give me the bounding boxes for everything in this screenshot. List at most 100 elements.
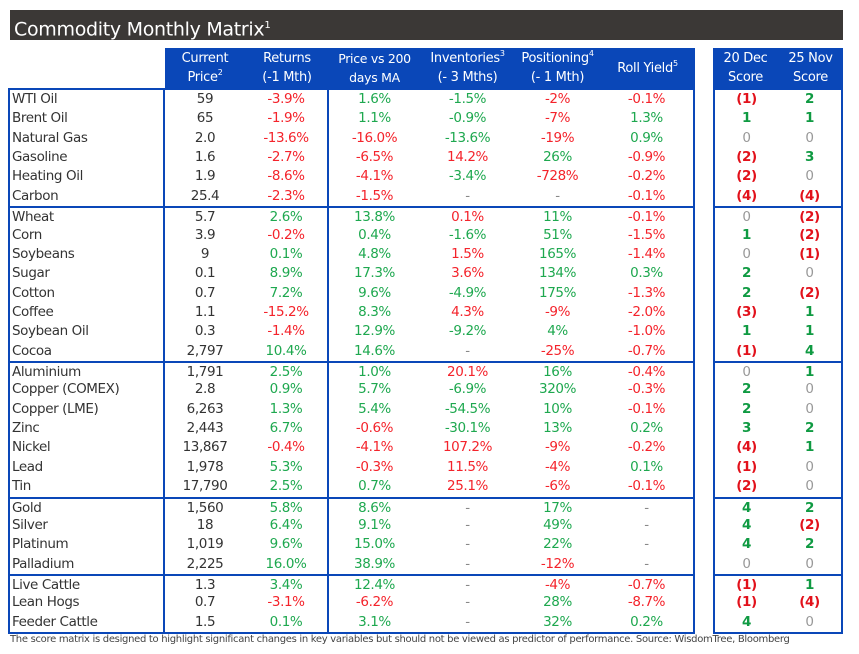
score-nov: 1 xyxy=(805,110,814,127)
positioning: -4% xyxy=(544,458,571,475)
commodity-name: Aluminium xyxy=(10,363,165,381)
inventories: 4.3% xyxy=(451,303,484,320)
roll-yield: -1.5% xyxy=(627,226,666,243)
table-row: Lean Hogs 0.7 -3.1% -6.2% - 28% -8.7% xyxy=(10,593,693,613)
roll-yield: -2.0% xyxy=(627,303,666,320)
price-vs-ma: -0.3% xyxy=(355,458,394,475)
returns: 6.4% xyxy=(245,515,329,536)
table-row: (3) 1 xyxy=(715,303,841,322)
title-text: Commodity Monthly Matrix xyxy=(14,18,265,41)
table-row: Silver 18 6.4% 9.1% - 49% - xyxy=(10,515,693,536)
returns: 2.6% xyxy=(245,208,329,226)
price-vs-ma: -16.0% xyxy=(351,129,398,146)
table-row: 2 (2) xyxy=(715,284,841,303)
current-price: 1,560 xyxy=(186,499,224,516)
current-price: 65 xyxy=(196,110,214,127)
roll-yield: -1.4% xyxy=(627,245,666,262)
current-price: 59 xyxy=(196,91,214,107)
returns: 8.9% xyxy=(245,264,329,284)
inventories: 1.5% xyxy=(451,245,484,262)
roll-yield: -0.3% xyxy=(627,381,666,398)
positioning: -19% xyxy=(540,129,575,146)
inventories: 11.5% xyxy=(447,458,488,475)
score-nov: 1 xyxy=(805,364,814,381)
price-vs-ma: 4.8% xyxy=(358,245,391,262)
current-price: 1,019 xyxy=(186,536,224,553)
inventories: 0.1% xyxy=(451,209,484,226)
commodity-name: Soybeans xyxy=(10,244,165,265)
commodity-name: Lead xyxy=(10,457,165,478)
roll-yield: -0.7% xyxy=(627,342,666,359)
roll-yield: -0.9% xyxy=(627,149,666,166)
table-row: (2) 0 xyxy=(715,167,841,186)
price-vs-ma: 17.3% xyxy=(354,265,395,282)
inventories: 25.1% xyxy=(447,478,488,495)
price-vs-ma: 8.6% xyxy=(358,499,391,516)
table-row: Lead 1,978 5.3% -0.3% 11.5% -4% 0.1% xyxy=(10,457,693,478)
positioning: -4% xyxy=(544,576,571,593)
inventories: -0.9% xyxy=(448,110,487,127)
positioning: -9% xyxy=(544,439,571,456)
price-vs-ma: -6.2% xyxy=(355,594,394,611)
score-dec: 0 xyxy=(742,555,751,572)
current-price: 13,867 xyxy=(182,439,228,456)
returns: -0.2% xyxy=(245,225,329,245)
table-row: Cotton 0.7 7.2% 9.6% -4.9% 175% -1.3% xyxy=(10,283,693,303)
current-price: 3.9 xyxy=(194,226,216,243)
roll-yield: -0.7% xyxy=(627,576,666,593)
commodity-name: Feeder Cattle xyxy=(10,612,165,633)
current-price: 17,790 xyxy=(182,478,228,495)
score-nov: 0 xyxy=(805,168,814,185)
current-price: 2,225 xyxy=(186,555,224,572)
score-dec: 2 xyxy=(742,284,751,301)
score-dec: (2) xyxy=(736,168,757,185)
current-price: 0.3 xyxy=(194,323,216,340)
price-vs-ma: 1.0% xyxy=(358,364,391,381)
commodity-name: Soybean Oil xyxy=(10,322,165,342)
roll-yield: -0.1% xyxy=(627,400,666,417)
inventories: - xyxy=(465,555,470,572)
current-price: 1,978 xyxy=(186,458,224,475)
score-nov: 0 xyxy=(805,458,814,475)
returns: 6.7% xyxy=(245,419,329,439)
score-dec: 2 xyxy=(742,265,751,282)
returns: -1.9% xyxy=(245,109,329,129)
returns: -3.9% xyxy=(245,90,329,110)
positioning: 32% xyxy=(543,613,572,630)
table-row: 0 (2) xyxy=(715,206,841,225)
returns: 0.1% xyxy=(245,612,329,633)
returns: -2.3% xyxy=(245,186,329,207)
current-price: 1.1 xyxy=(194,303,216,320)
table-row: (2) 0 xyxy=(715,477,841,496)
score-dec: 4 xyxy=(742,613,751,630)
score-nov: 2 xyxy=(805,499,814,516)
table-row: (4) 1 xyxy=(715,438,841,457)
score-dec: 1 xyxy=(742,110,751,127)
current-price: 0.7 xyxy=(194,594,216,611)
positioning: -6% xyxy=(544,478,571,495)
table-row: Soybean Oil 0.3 -1.4% 12.9% -9.2% 4% -1.0% xyxy=(10,322,693,342)
positioning: 13% xyxy=(543,420,572,437)
returns: -1.4% xyxy=(245,322,329,342)
price-vs-ma: 1.1% xyxy=(358,110,391,127)
score-nov: 2 xyxy=(805,536,814,553)
table-row: Cocoa 2,797 10.4% 14.6% - -25% -0.7% xyxy=(10,341,693,362)
score-dec: (2) xyxy=(736,478,757,495)
table-row: 4 (2) xyxy=(715,516,841,535)
current-price: 1.3 xyxy=(194,576,216,593)
inventories: - xyxy=(465,187,470,204)
price-vs-ma: 12.9% xyxy=(354,323,395,340)
score-dec: 4 xyxy=(742,536,751,553)
current-price: 2.8 xyxy=(194,381,216,398)
commodity-name: Live Cattle xyxy=(10,575,165,594)
table-row: Palladium 2,225 16.0% 38.9% - -12% - xyxy=(10,554,693,574)
roll-yield: - xyxy=(644,499,649,516)
commodity-name: Palladium xyxy=(10,554,165,574)
price-vs-ma: 1.6% xyxy=(358,91,391,107)
table-row: Soybeans 9 0.1% 4.8% 1.5% 165% -1.4% xyxy=(10,244,693,265)
score-dec: (1) xyxy=(736,458,757,475)
positioning: 26% xyxy=(543,149,572,166)
score-table: (1) 2 1 1 0 0 (2) 3 (2) 0 (4) (4) 0 (2) 1 (2) 0 (1) 2 0 2 (2)… xyxy=(713,88,843,635)
